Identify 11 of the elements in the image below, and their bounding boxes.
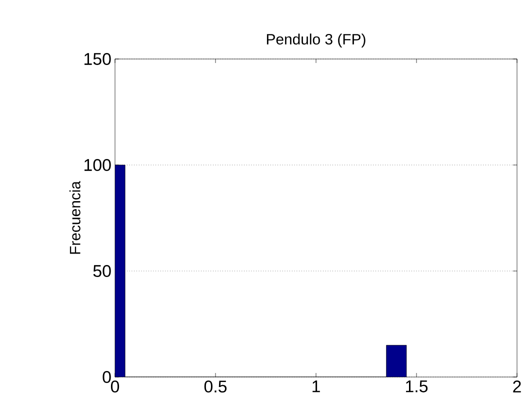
x-tick-label: 2 [513,380,521,392]
y-tick-label: 150 [84,53,111,65]
x-tick-label: 1.5 [406,380,428,392]
y-tick-label: 100 [84,159,111,171]
chart-title: Pendulo 3 (FP) [266,34,366,48]
y-tick-label: 0 [102,371,111,383]
x-tick-label: 1 [312,380,320,392]
x-tick-label: 0.5 [204,380,227,393]
y-tick-label: 50 [93,265,111,277]
x-tick-label: 0 [110,380,120,393]
y-axis-title: Frecuencia [69,181,80,254]
